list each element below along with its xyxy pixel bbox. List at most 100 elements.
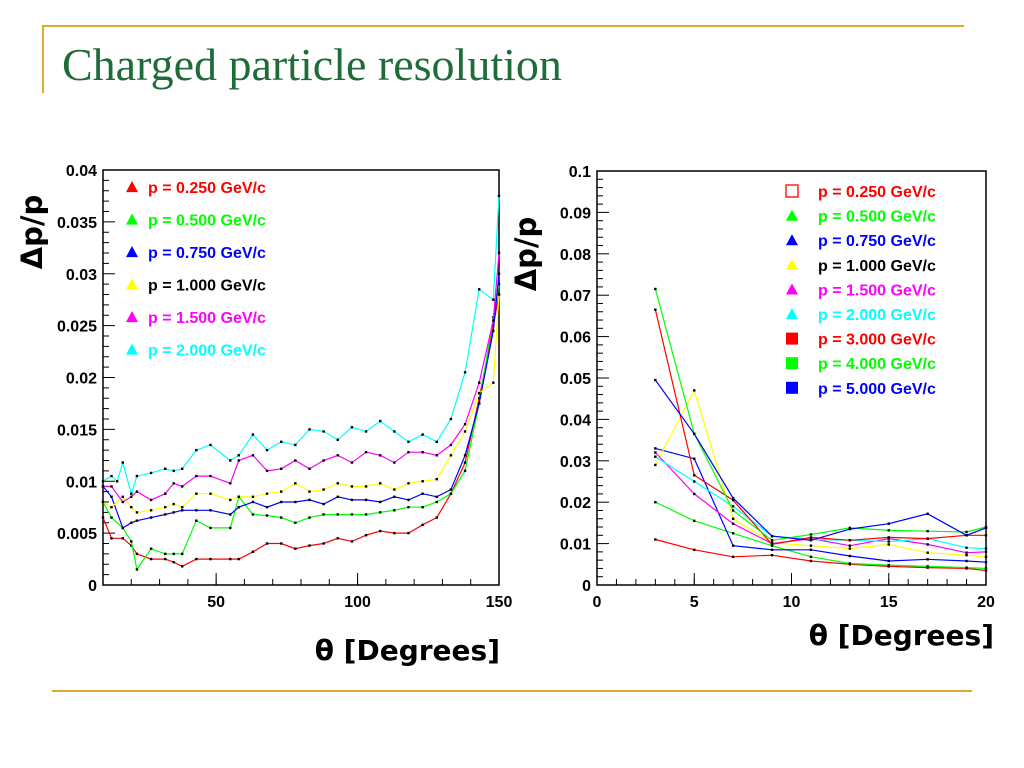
data-point <box>421 480 424 483</box>
y-tick-label: 0 <box>582 578 591 595</box>
data-point <box>336 495 339 499</box>
data-point <box>393 509 396 512</box>
data-point <box>121 495 124 499</box>
data-point <box>809 548 813 552</box>
data-point <box>322 430 325 433</box>
data-point <box>237 505 240 509</box>
data-point <box>209 509 212 512</box>
y-tick-label: 0.02 <box>66 371 97 388</box>
legend-label: p = 2.000 GeV/c <box>148 343 266 360</box>
legend-label: p = 4.000 GeV/c <box>818 356 936 373</box>
data-point <box>984 550 988 554</box>
series-1 <box>101 293 501 568</box>
data-point <box>407 498 410 502</box>
data-point <box>308 428 311 431</box>
data-point <box>926 543 929 546</box>
data-point <box>449 492 453 495</box>
chart-1-content: 0 0.005 0.01 0.015 0.02 0.025 0.03 0.035 0.04 50 1… <box>15 163 512 667</box>
y-tick-label: 0.09 <box>560 205 591 222</box>
x-axis-label: θ [Degrees] <box>315 634 500 667</box>
data-point <box>770 544 774 547</box>
data-point <box>497 293 501 296</box>
data-point <box>209 474 212 478</box>
data-point <box>115 480 119 483</box>
data-point <box>393 495 396 499</box>
data-point <box>435 477 438 481</box>
series-line <box>654 309 986 546</box>
data-point <box>654 455 657 458</box>
data-point <box>693 480 696 483</box>
data-point <box>209 526 212 530</box>
data-point <box>130 540 133 543</box>
data-point <box>693 432 696 436</box>
data-point <box>654 463 657 467</box>
legend-label: p = 2.000 GeV/c <box>818 307 936 324</box>
data-point <box>393 461 396 464</box>
data-point <box>195 509 198 512</box>
y-tick-label: 0.035 <box>57 215 97 232</box>
data-point <box>984 526 988 530</box>
data-point <box>497 293 501 296</box>
data-point <box>237 454 240 457</box>
data-point <box>322 459 325 462</box>
series-5 <box>101 251 501 504</box>
data-point <box>731 555 735 559</box>
data-point <box>770 548 774 552</box>
data-point <box>149 547 153 550</box>
data-point <box>407 505 410 509</box>
legend-marker <box>786 234 798 246</box>
data-point <box>379 529 382 533</box>
left-rule <box>42 25 44 93</box>
data-point <box>350 513 354 516</box>
data-point <box>336 537 339 540</box>
data-point <box>848 563 852 566</box>
data-point <box>229 557 232 561</box>
data-point <box>101 500 105 504</box>
data-point <box>887 529 890 532</box>
data-point <box>407 451 410 454</box>
legend-label: p = 0.250 GeV/c <box>818 184 936 201</box>
data-point <box>926 551 929 554</box>
data-point <box>379 482 382 485</box>
x-tick-label: 0 <box>593 594 602 611</box>
data-point <box>848 526 852 530</box>
data-point <box>280 490 283 493</box>
data-point <box>492 329 495 333</box>
y-axis-label: Δp/p <box>509 217 543 292</box>
data-point <box>149 471 153 475</box>
data-point <box>364 534 368 537</box>
data-point <box>449 488 453 491</box>
data-point <box>209 557 212 561</box>
x-tick-label: 20 <box>977 594 995 611</box>
slide-title: Charged particle resolution <box>62 39 562 90</box>
data-point <box>731 509 735 512</box>
data-point <box>251 454 255 457</box>
legend-label: p = 0.500 GeV/c <box>148 213 266 230</box>
data-point <box>294 521 297 524</box>
series-line <box>654 379 987 541</box>
x-tick-label: 50 <box>207 594 225 611</box>
data-point <box>449 443 453 447</box>
data-point <box>121 526 124 530</box>
series-line <box>102 283 500 571</box>
data-point <box>364 430 368 433</box>
data-point <box>654 308 657 311</box>
data-point <box>492 316 495 319</box>
data-point <box>237 459 240 462</box>
data-point <box>308 498 311 502</box>
data-point <box>195 492 198 495</box>
data-point <box>265 469 269 473</box>
data-point <box>654 501 657 504</box>
data-point <box>322 502 325 506</box>
legend-label: p = 1.500 GeV/c <box>818 282 936 299</box>
bottom-rule <box>52 690 972 692</box>
x-tick-label: 150 <box>486 594 513 611</box>
data-point <box>449 417 453 421</box>
legend-marker <box>786 381 798 394</box>
legend-label: p = 0.750 GeV/c <box>148 245 266 262</box>
data-point <box>181 485 184 488</box>
data-point <box>110 505 113 509</box>
data-point <box>280 516 283 519</box>
legend-marker <box>786 308 798 320</box>
